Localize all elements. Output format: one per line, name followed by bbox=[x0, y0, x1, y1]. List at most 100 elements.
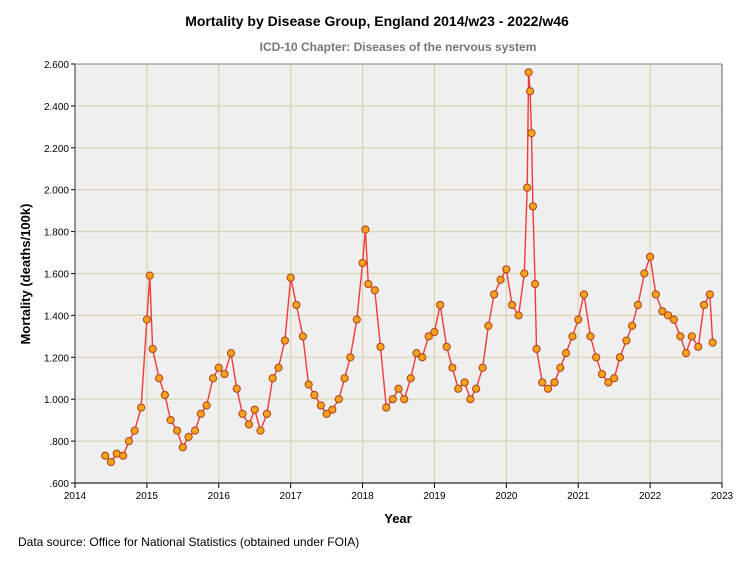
x-tick-label: 2021 bbox=[567, 491, 590, 502]
data-point bbox=[262, 409, 272, 418]
data-point bbox=[436, 300, 445, 310]
data-point bbox=[550, 378, 559, 387]
data-point bbox=[478, 363, 487, 372]
data-point bbox=[220, 369, 229, 379]
data-point bbox=[561, 349, 571, 358]
data-point bbox=[687, 332, 696, 341]
y-tick-label: .800 bbox=[50, 437, 70, 448]
data-point bbox=[663, 311, 673, 320]
data-point bbox=[694, 342, 703, 351]
data-point bbox=[400, 395, 409, 404]
data-point bbox=[530, 279, 540, 289]
y-tick-label: 1.200 bbox=[44, 353, 69, 364]
data-point bbox=[640, 269, 649, 278]
data-point bbox=[208, 374, 218, 383]
data-point bbox=[412, 349, 421, 358]
data-point bbox=[496, 275, 505, 284]
y-tick-label: 1.800 bbox=[44, 228, 69, 239]
data-point bbox=[448, 363, 457, 372]
data-point bbox=[574, 315, 583, 324]
data-point bbox=[528, 202, 538, 211]
data-point bbox=[244, 420, 254, 429]
data-point bbox=[238, 409, 247, 418]
y-tick-label: 1.600 bbox=[44, 270, 69, 281]
data-point bbox=[280, 336, 290, 345]
data-point bbox=[361, 225, 370, 234]
data-point bbox=[178, 443, 187, 452]
data-point bbox=[130, 426, 139, 435]
data-point bbox=[232, 384, 241, 393]
y-tick-label: 2.600 bbox=[44, 60, 69, 71]
data-point bbox=[514, 311, 523, 320]
data-point bbox=[628, 321, 637, 330]
data-point bbox=[145, 271, 154, 280]
data-point bbox=[460, 378, 469, 387]
data-point bbox=[705, 290, 714, 299]
y-tick-label: 2.200 bbox=[44, 144, 69, 155]
data-point bbox=[226, 349, 236, 358]
data-point bbox=[681, 349, 691, 358]
data-point bbox=[507, 300, 517, 310]
data-point bbox=[472, 384, 481, 393]
data-point bbox=[669, 315, 678, 324]
data-point bbox=[256, 426, 265, 435]
chart-subtitle: ICD-10 Chapter: Diseases of the nervous … bbox=[260, 40, 537, 54]
data-point bbox=[442, 342, 451, 351]
data-point bbox=[406, 374, 415, 383]
data-point bbox=[708, 338, 717, 347]
data-point bbox=[418, 353, 427, 362]
data-point bbox=[646, 252, 655, 261]
x-tick-label: 2017 bbox=[280, 491, 303, 502]
data-point bbox=[358, 258, 367, 268]
data-point bbox=[214, 363, 223, 372]
x-tick-label: 2014 bbox=[64, 491, 87, 502]
data-point bbox=[610, 374, 619, 383]
data-point bbox=[376, 342, 385, 351]
data-point bbox=[658, 307, 667, 316]
data-point bbox=[490, 290, 499, 299]
x-tick-label: 2020 bbox=[495, 491, 518, 502]
data-point bbox=[525, 87, 535, 96]
y-tick-label: 2.400 bbox=[44, 102, 69, 113]
data-point bbox=[190, 426, 200, 435]
y-tick-label: .600 bbox=[50, 479, 70, 490]
data-point bbox=[155, 374, 164, 383]
data-point bbox=[543, 384, 553, 393]
data-point bbox=[328, 405, 337, 414]
data-point bbox=[304, 380, 313, 389]
data-point bbox=[424, 332, 433, 341]
data-point bbox=[394, 384, 403, 393]
data-point bbox=[106, 457, 116, 467]
data-point bbox=[597, 369, 607, 379]
chart-title: Mortality by Disease Group, England 2014… bbox=[185, 13, 569, 29]
data-point bbox=[310, 390, 319, 400]
data-point bbox=[579, 290, 589, 299]
data-point bbox=[274, 363, 283, 372]
data-point bbox=[527, 129, 536, 138]
data-point bbox=[568, 332, 577, 341]
data-point bbox=[346, 353, 355, 362]
data-point bbox=[502, 265, 511, 274]
data-point bbox=[523, 183, 532, 192]
data-point bbox=[148, 344, 157, 354]
data-point bbox=[699, 300, 709, 310]
data-point bbox=[137, 403, 146, 412]
y-tick-label: 2.000 bbox=[44, 186, 69, 197]
data-point bbox=[520, 269, 529, 278]
data-point bbox=[592, 353, 601, 362]
data-point bbox=[268, 374, 277, 383]
data-point bbox=[615, 353, 625, 362]
data-point bbox=[142, 315, 151, 324]
data-point bbox=[430, 328, 439, 337]
data-point bbox=[184, 432, 193, 442]
data-point bbox=[538, 378, 547, 387]
data-point bbox=[651, 290, 660, 299]
data-point bbox=[286, 273, 295, 282]
data-point bbox=[202, 401, 211, 410]
y-tick-label: 1.400 bbox=[44, 311, 69, 322]
data-point bbox=[604, 378, 613, 387]
data-point bbox=[676, 332, 685, 341]
y-axis-label: Mortality (deaths/100k) bbox=[18, 204, 33, 345]
data-point bbox=[556, 363, 565, 372]
